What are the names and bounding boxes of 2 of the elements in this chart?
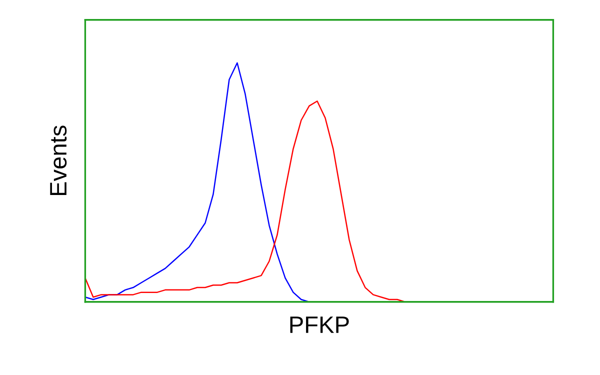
y-axis-title: Events [50,126,67,196]
x-axis-title: PFKP [290,316,349,333]
